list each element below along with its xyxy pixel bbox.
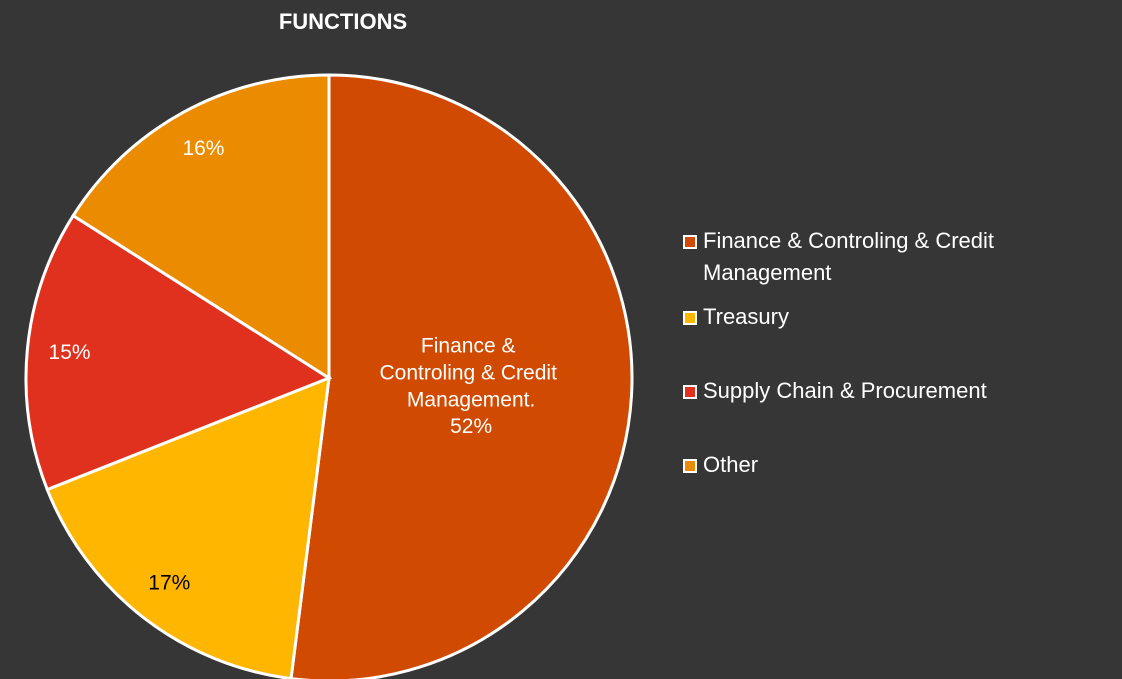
pie-slice <box>24 213 333 492</box>
legend-swatch <box>683 235 697 249</box>
data-label: 16% <box>182 137 224 160</box>
pie-slice <box>71 73 331 381</box>
data-label: 17% <box>148 571 190 594</box>
data-label: 52% <box>450 415 492 438</box>
legend-label: Finance & Controling & Credit Management <box>703 228 1000 285</box>
legend-swatch <box>683 459 697 473</box>
legend-swatch <box>683 385 697 399</box>
legend-label: Other <box>703 452 758 477</box>
chart-title: FUNCTIONS <box>279 9 407 34</box>
pie-slice <box>289 73 634 679</box>
legend-label: Supply Chain & Procurement <box>703 378 987 403</box>
legend-label: Treasury <box>703 304 789 329</box>
data-label-category: Finance & Controling & Credit Management… <box>380 334 563 411</box>
pie-slice <box>45 375 331 679</box>
data-label: 15% <box>49 341 91 364</box>
legend-swatch <box>683 311 697 325</box>
